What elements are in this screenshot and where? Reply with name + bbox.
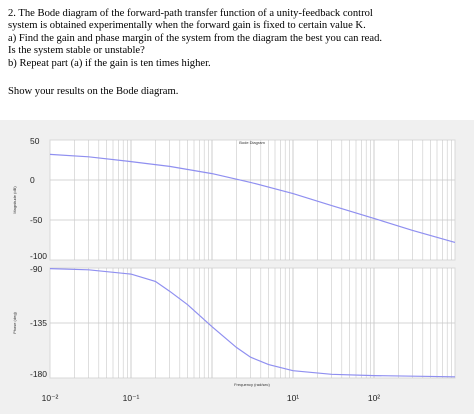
y-tick-label: -180 <box>30 369 47 379</box>
bode-diagram: 50 0 -50 -100 Bode Diagram Magnitude (dB) -… <box>0 120 474 414</box>
phase-y-label: Phase (deg) <box>12 311 17 333</box>
chart-title: Bode Diagram <box>239 140 265 145</box>
question-text: 2. The Bode diagram of the forward-path … <box>8 8 468 70</box>
phase-x-ticks: 10⁻² 10⁻¹ 10¹ 10² <box>42 393 381 403</box>
phase-y-ticks: -90 -135 -180 <box>30 264 47 379</box>
magnitude-y-label: Magnitude (dB) <box>12 186 17 214</box>
magnitude-grid <box>50 140 455 260</box>
x-tick-label: 10⁻² <box>42 393 59 403</box>
question-line: 2. The Bode diagram of the forward-path … <box>8 8 373 19</box>
magnitude-curve <box>49 153 456 243</box>
phase-grid <box>50 268 455 378</box>
y-tick-label: -90 <box>30 264 43 274</box>
x-axis-label: Frequency (rad/sec) <box>234 382 270 387</box>
question-line: system is obtained experimentally when t… <box>8 20 366 32</box>
y-tick-label: -100 <box>30 251 47 261</box>
x-tick-label: 10¹ <box>287 393 299 403</box>
question-line: a) Find the gain and phase margin of the… <box>8 32 383 44</box>
x-tick-label: 10⁻¹ <box>123 393 140 403</box>
question-line: Is the system stable or unstable? <box>8 45 145 57</box>
x-tick-label: 10² <box>368 393 380 403</box>
magnitude-plot-area <box>49 139 456 261</box>
y-tick-label: -135 <box>30 318 47 328</box>
instruction-text: Show your results on the Bode diagram. <box>8 86 179 97</box>
y-tick-label: 50 <box>30 136 40 146</box>
y-tick-label: 0 <box>30 175 35 185</box>
magnitude-y-ticks: 50 0 -50 -100 <box>30 136 47 261</box>
y-tick-label: -50 <box>30 215 43 225</box>
question-line: b) Repeat part (a) if the gain is ten ti… <box>8 57 211 69</box>
phase-curve <box>49 268 456 378</box>
